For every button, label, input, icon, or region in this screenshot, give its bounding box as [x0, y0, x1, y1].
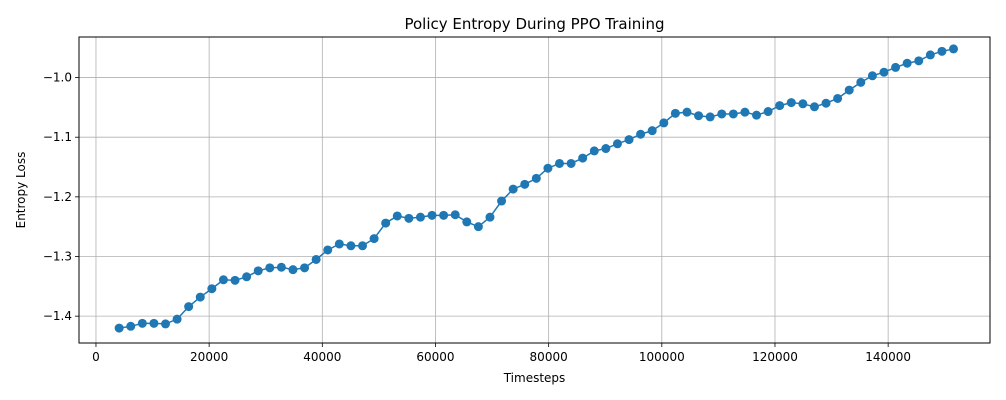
data-point [415, 212, 425, 222]
data-point [346, 241, 356, 251]
data-point [717, 109, 727, 119]
data-point [902, 58, 912, 68]
data-point [288, 265, 298, 275]
chart-title: Policy Entropy During PPO Training [404, 15, 664, 33]
series-layer [114, 44, 959, 333]
data-point [659, 118, 669, 128]
data-point [207, 284, 217, 294]
data-point [740, 107, 750, 117]
data-point [833, 93, 843, 103]
data-point [520, 179, 530, 189]
data-point [450, 210, 460, 220]
data-point [786, 98, 796, 108]
x-tick-label: 60000 [416, 350, 454, 364]
data-point [508, 184, 518, 194]
data-point [242, 272, 252, 282]
data-point [694, 111, 704, 121]
y-axis-label: Entropy Loss [14, 152, 28, 229]
data-point [775, 101, 785, 111]
data-point [230, 275, 240, 285]
data-point [647, 126, 657, 136]
data-point [531, 173, 541, 183]
data-point [149, 318, 159, 328]
x-tick-label: 40000 [303, 350, 341, 364]
data-point [601, 144, 611, 154]
data-point [462, 217, 472, 227]
y-tick-label: −1.0 [43, 71, 72, 85]
data-point [798, 99, 808, 109]
data-point [809, 102, 819, 112]
data-point [636, 129, 646, 139]
data-point [381, 218, 391, 228]
data-point [473, 222, 483, 232]
data-point [265, 263, 275, 273]
data-point [891, 62, 901, 72]
data-point [867, 71, 877, 81]
data-point [161, 319, 171, 329]
x-tick-label: 100000 [639, 350, 685, 364]
data-point [334, 239, 344, 249]
data-point [925, 50, 935, 60]
y-tick-label: −1.1 [43, 130, 72, 144]
data-point [253, 266, 263, 276]
data-point [682, 107, 692, 117]
data-point [612, 139, 622, 149]
data-point [705, 112, 715, 122]
series-line [119, 48, 954, 329]
data-point [566, 158, 576, 168]
data-point [914, 56, 924, 66]
grid-lines [79, 37, 990, 343]
data-point [114, 323, 124, 333]
data-point [323, 245, 333, 255]
data-point [856, 77, 866, 87]
data-point [624, 135, 634, 145]
data-point [392, 211, 402, 221]
y-tick-label: −1.4 [43, 309, 72, 323]
data-point [276, 262, 286, 272]
data-point [949, 44, 959, 54]
data-point [427, 210, 437, 220]
data-point [311, 254, 321, 264]
x-tick-label: 80000 [530, 350, 568, 364]
y-tick-label: −1.2 [43, 190, 72, 204]
data-point [937, 46, 947, 56]
x-tick-label: 140000 [865, 350, 911, 364]
data-point [358, 241, 368, 251]
data-point [589, 146, 599, 156]
plot-frame [78, 36, 991, 344]
data-point [404, 213, 414, 223]
data-point [670, 108, 680, 118]
data-point [879, 67, 889, 77]
data-point [543, 163, 553, 173]
data-point [439, 210, 449, 220]
data-point [137, 318, 147, 328]
data-point [126, 321, 136, 331]
data-point [184, 302, 194, 312]
data-point [821, 98, 831, 108]
y-tick-label: −1.3 [43, 250, 72, 264]
x-tick-label: 20000 [190, 350, 228, 364]
data-point [728, 109, 738, 119]
axis-ticks: 0 20000 40000 60000 80000 100000 120000 140000 −… [43, 71, 911, 364]
data-point [844, 85, 854, 95]
x-axis-label: Timesteps [503, 371, 566, 385]
x-tick-label: 0 [92, 350, 100, 364]
data-point [555, 158, 565, 168]
data-point [763, 107, 773, 117]
data-point [578, 153, 588, 163]
data-point [195, 292, 205, 302]
x-tick-label: 120000 [752, 350, 798, 364]
data-point [752, 110, 762, 120]
data-point [369, 234, 379, 244]
data-point [300, 263, 310, 273]
data-point [497, 196, 507, 206]
data-point [172, 314, 182, 324]
data-point [485, 212, 495, 222]
data-point [218, 275, 228, 285]
